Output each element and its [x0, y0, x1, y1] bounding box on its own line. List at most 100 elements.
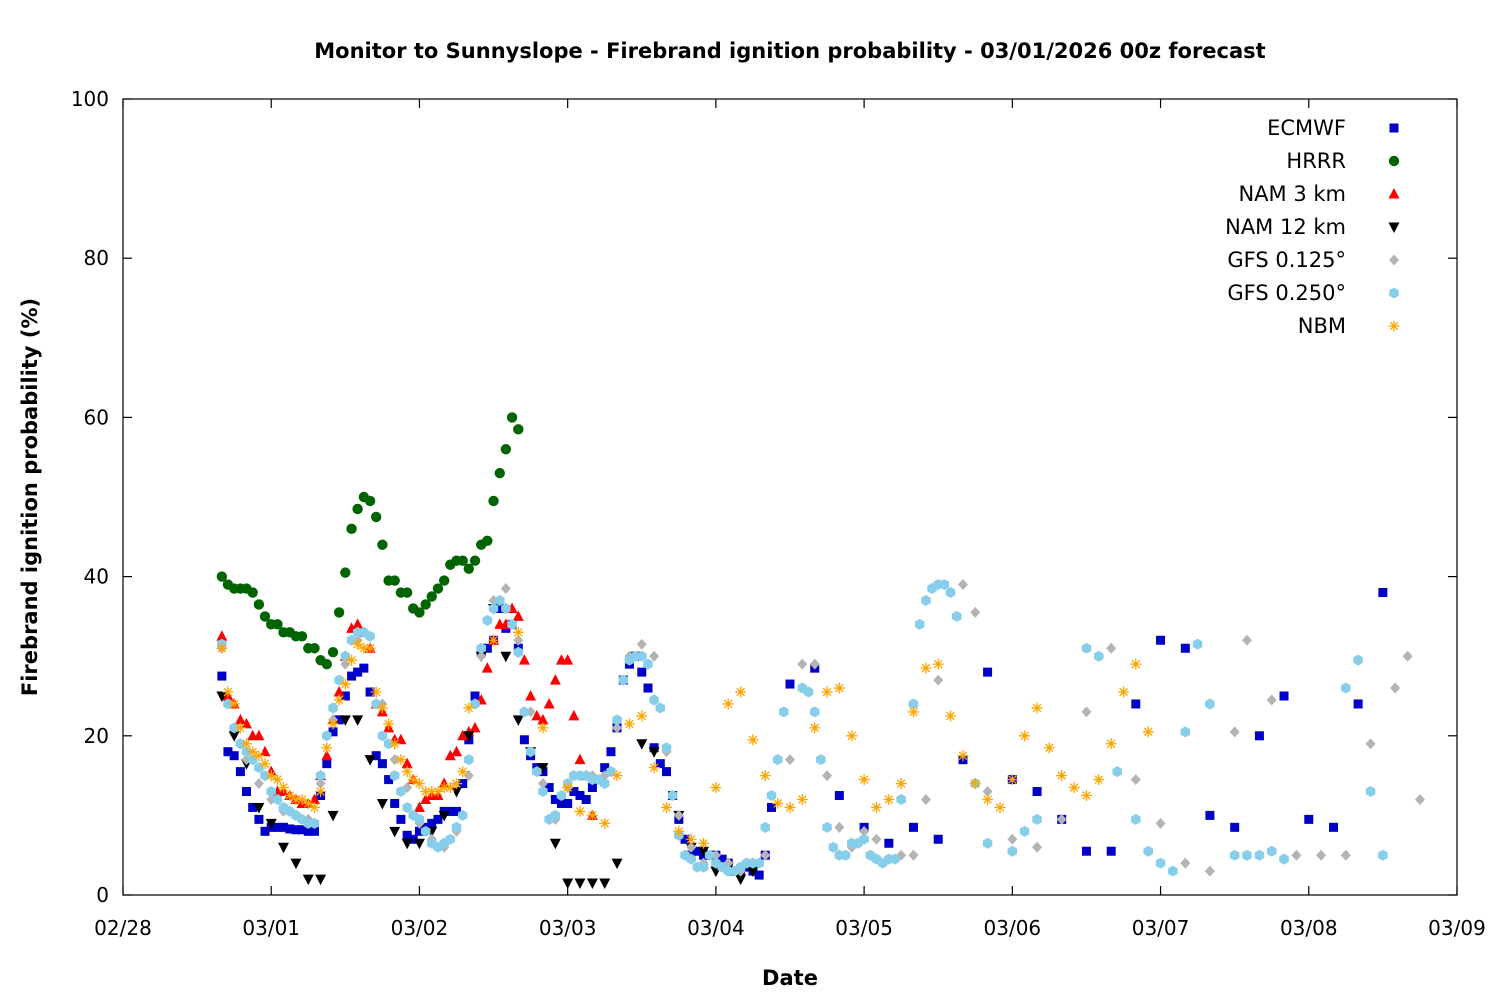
data-point-nbm	[1130, 658, 1142, 670]
data-point-gfs-0-125	[1106, 642, 1117, 654]
data-point-ecmwf	[606, 747, 616, 757]
data-point-hrrr	[513, 424, 524, 435]
data-point-nam-12-km	[364, 755, 376, 766]
data-point-nbm	[747, 734, 759, 746]
x-tick-label: 03/09	[1428, 916, 1486, 940]
data-point-ecmwf	[396, 814, 406, 824]
data-point-gfs-0-250	[1007, 845, 1018, 857]
y-axis: 0 20 40 60 80 100	[71, 87, 1457, 907]
data-point-ecmwf	[229, 751, 239, 761]
data-point-nbm	[833, 682, 845, 694]
data-point-hrrr	[457, 555, 468, 566]
data-point-gfs-0-250	[809, 706, 820, 718]
data-point-gfs-0-250	[1143, 845, 1154, 857]
data-point-gfs-0-250	[667, 790, 678, 801]
data-point-ecmwf	[371, 751, 381, 761]
data-point-gfs-0-250	[951, 610, 962, 622]
data-point-gfs-0-250	[643, 658, 653, 670]
data-point-gfs-0-250	[1180, 726, 1191, 738]
data-point-nbm	[722, 698, 734, 710]
data-point-nbm	[240, 738, 252, 750]
data-point-gfs-0-125	[1340, 849, 1351, 861]
data-point-ecmwf	[1329, 822, 1339, 832]
data-point-nbm	[1031, 702, 1043, 714]
data-point-gfs-0-250	[599, 778, 610, 790]
data-point-nam-12-km	[302, 874, 314, 886]
data-point-ecmwf	[908, 822, 918, 832]
data-point-gfs-0-250	[921, 594, 931, 606]
data-point-nbm	[994, 801, 1006, 813]
data-point-ecmwf	[1180, 643, 1190, 653]
data-point-nam-12-km	[253, 802, 265, 814]
data-point-nbm	[265, 770, 277, 782]
data-point-ecmwf	[1353, 699, 1363, 709]
data-point-nam-12-km	[512, 715, 524, 726]
data-point-nbm	[673, 825, 685, 837]
data-point-gfs-0-250	[1192, 638, 1203, 650]
data-point-gfs-0-250	[698, 861, 709, 873]
data-point-gfs-0-250	[1341, 682, 1351, 694]
data-point-nam-3-km	[568, 709, 580, 721]
data-point-nbm	[537, 722, 549, 734]
data-point-nam-3-km	[543, 697, 555, 709]
data-point-gfs-0-125	[612, 722, 623, 734]
data-point-gfs-0-125	[933, 674, 944, 686]
data-point-nam-12-km	[265, 818, 277, 830]
data-point-gfs-0-125	[920, 793, 931, 805]
data-point-gfs-0-250	[840, 849, 851, 861]
data-point-nbm	[969, 778, 981, 790]
data-point-nbm	[451, 778, 462, 790]
data-point-gfs-0-250	[618, 674, 629, 686]
data-point-ecmwf	[377, 759, 387, 769]
data-point-gfs-0-250	[420, 825, 431, 837]
data-point-nam-3-km	[420, 793, 432, 804]
data-point-nam-12-km	[735, 874, 747, 886]
data-point-ecmwf	[445, 806, 455, 816]
data-point-gfs-0-250	[816, 754, 826, 766]
data-point-gfs-0-250	[322, 730, 332, 742]
data-point-nam-12-km	[611, 858, 623, 870]
data-point-gfs-0-250	[315, 770, 326, 782]
data-point-gfs-0-250	[507, 618, 517, 630]
data-point-hrrr	[333, 607, 345, 618]
data-point-nam-3-km	[469, 721, 481, 733]
data-point-gfs-0-125	[760, 849, 771, 861]
data-point-ecmwf	[452, 806, 461, 816]
data-point-gfs-0-250	[828, 841, 839, 853]
data-point-gfs-0-125	[649, 650, 660, 662]
data-point-ecmwf	[248, 802, 258, 812]
data-point-ecmwf	[1106, 846, 1116, 856]
data-point-gfs-0-250	[772, 754, 783, 766]
data-point-gfs-0-250	[525, 746, 536, 758]
data-point-gfs-0-250	[939, 579, 950, 591]
data-point-hrrr	[309, 643, 320, 654]
y-tick-label: 40	[84, 565, 109, 589]
data-point-ecmwf	[235, 767, 245, 777]
data-point-ecmwf	[347, 671, 357, 681]
data-point-nbm	[982, 793, 994, 805]
data-point-nam-12-km	[599, 878, 611, 890]
data-point-ecmwf	[402, 830, 412, 840]
data-point-ecmwf	[458, 779, 468, 789]
data-point-nam-12-km	[636, 739, 648, 750]
data-point-hrrr	[463, 563, 475, 574]
data-point-gfs-0-250	[389, 770, 400, 782]
data-point-nbm	[420, 786, 432, 798]
data-point-nbm	[648, 762, 660, 774]
data-point-nam-12-km	[278, 842, 290, 854]
data-point-gfs-0-250	[532, 766, 542, 778]
data-point-ecmwf	[297, 825, 307, 835]
legend-item-nbm: NBM	[1298, 314, 1400, 338]
data-point-nbm	[333, 694, 345, 706]
data-point-gfs-0-125	[1316, 849, 1327, 861]
data-point-ecmwf	[322, 759, 332, 769]
x-tick-label: 02/28	[94, 916, 152, 940]
data-point-ecmwf	[285, 824, 295, 834]
data-point-gfs-0-250	[556, 790, 567, 801]
legend-label: NAM 3 km	[1238, 182, 1346, 206]
data-point-nam-3-km	[309, 793, 321, 804]
data-point-nbm	[907, 706, 919, 718]
data-point-gfs-0-250	[223, 698, 233, 710]
data-point-nbm	[315, 786, 327, 798]
